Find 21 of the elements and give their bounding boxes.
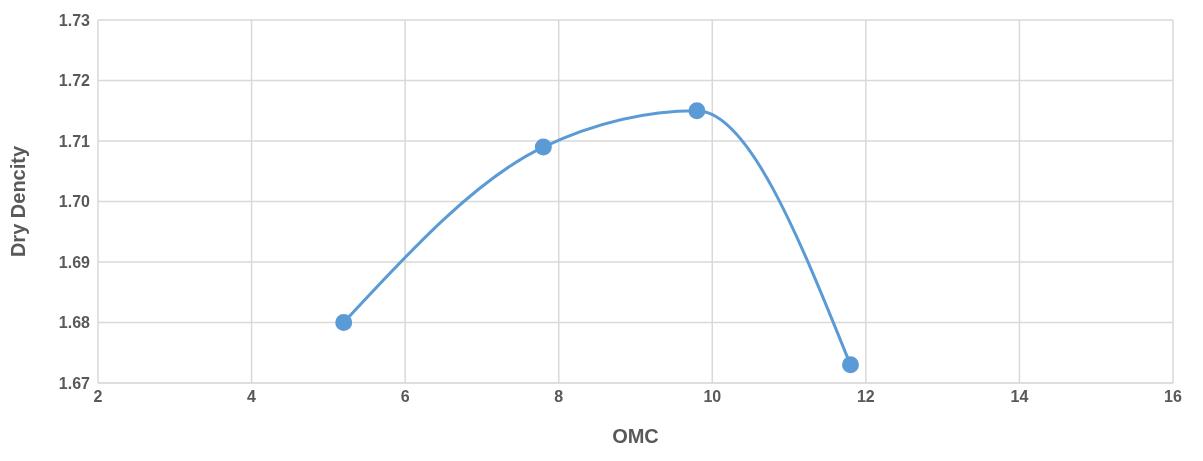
x-axis-title: OMC: [612, 425, 659, 447]
y-axis-title: Dry Dencity: [7, 145, 30, 258]
x-tick-label: 16: [1164, 388, 1182, 406]
x-tick-label: 4: [247, 388, 257, 406]
y-tick-label: 1.71: [58, 132, 91, 150]
y-tick-label: 1.72: [58, 72, 91, 90]
x-tick-label: 8: [554, 388, 564, 406]
point: [688, 102, 706, 120]
y-tick-label: 1.67: [58, 374, 91, 392]
point: [534, 138, 552, 156]
y-tick-label: 1.70: [58, 193, 91, 211]
y-tick-label: 1.68: [58, 314, 91, 332]
x-tick-label: 14: [1010, 388, 1029, 406]
x-tick-label: 10: [703, 388, 722, 406]
x-tick-label: 2: [93, 388, 103, 406]
point: [335, 314, 353, 331]
y-tick-label: 1.69: [58, 253, 91, 271]
point: [842, 356, 859, 374]
y-tick-label: 1.73: [58, 11, 91, 29]
x-tick-label: 12: [856, 388, 875, 406]
x-tick-label: 6: [400, 388, 410, 406]
